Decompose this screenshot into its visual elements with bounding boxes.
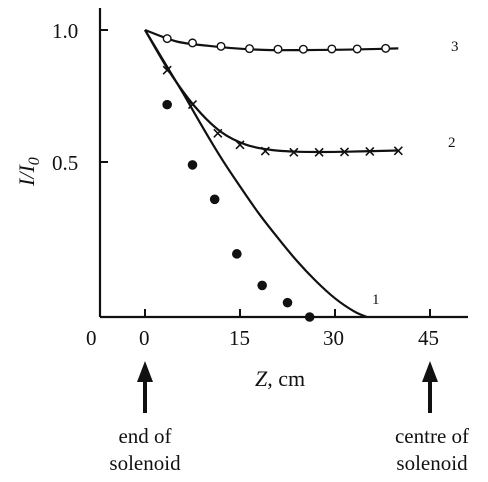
y-tick-label-1: 1.0 bbox=[52, 19, 78, 43]
series-2-point-6 bbox=[314, 147, 324, 157]
series-3-point-3 bbox=[244, 44, 254, 54]
series-1-point-2 bbox=[209, 194, 220, 205]
y-axis-title: I/I0 bbox=[14, 157, 43, 187]
series-3-point-1 bbox=[187, 38, 197, 48]
end-of-solenoid-line1: end of bbox=[118, 424, 171, 448]
origin-label: 0 bbox=[86, 326, 97, 350]
series-1-point-1 bbox=[187, 160, 198, 170]
series-2-point-1 bbox=[187, 100, 198, 110]
series-label-3: 3 bbox=[451, 39, 459, 55]
series-3-point-7 bbox=[352, 44, 362, 54]
series-3-point-4 bbox=[273, 44, 283, 54]
end-of-solenoid-line2: solenoid bbox=[109, 451, 181, 475]
series-curves bbox=[144, 28, 399, 319]
series-2-point-0 bbox=[162, 65, 172, 75]
series-2-point-3 bbox=[235, 140, 245, 150]
x-tick-label-0: 0 bbox=[139, 326, 150, 350]
x-tick-label-30: 30 bbox=[323, 326, 344, 350]
series-2-line bbox=[144, 29, 399, 154]
series-1-point-3 bbox=[232, 249, 242, 259]
centre-arrow-head bbox=[422, 361, 438, 382]
centre-of-solenoid-line2: solenoid bbox=[396, 451, 468, 475]
centre-arrow bbox=[422, 361, 438, 413]
series-2-point-8 bbox=[365, 146, 375, 156]
series-3-point-0 bbox=[162, 34, 172, 44]
x-tick-label-45: 45 bbox=[418, 326, 439, 350]
y-tick-label-0.5: 0.5 bbox=[52, 151, 78, 175]
series-3-point-8 bbox=[381, 43, 391, 53]
series-2-point-7 bbox=[339, 147, 350, 157]
series-1-point-4 bbox=[257, 280, 267, 291]
series-1-point-5 bbox=[282, 297, 293, 308]
series-markers bbox=[162, 34, 403, 322]
series-3-point-5 bbox=[298, 44, 308, 54]
series-2-point-9 bbox=[393, 146, 403, 156]
series-2-point-4 bbox=[260, 146, 270, 156]
series-1-point-0 bbox=[162, 99, 172, 110]
series-2-point-5 bbox=[289, 147, 299, 157]
series-3-point-6 bbox=[327, 44, 337, 54]
x-tick-label-15: 15 bbox=[229, 326, 250, 350]
series-3-point-2 bbox=[216, 41, 226, 51]
series-label-1: 1 bbox=[372, 292, 380, 308]
series-label-2: 2 bbox=[448, 135, 456, 151]
series-1-point-6 bbox=[304, 312, 315, 322]
x-axis-title: Z, cm bbox=[255, 366, 305, 391]
end-arrow bbox=[137, 361, 153, 413]
centre-of-solenoid-line1: centre of bbox=[395, 424, 469, 448]
series-1-line bbox=[144, 29, 368, 319]
series-2-point-2 bbox=[213, 128, 223, 138]
end-arrow-head bbox=[137, 361, 153, 382]
